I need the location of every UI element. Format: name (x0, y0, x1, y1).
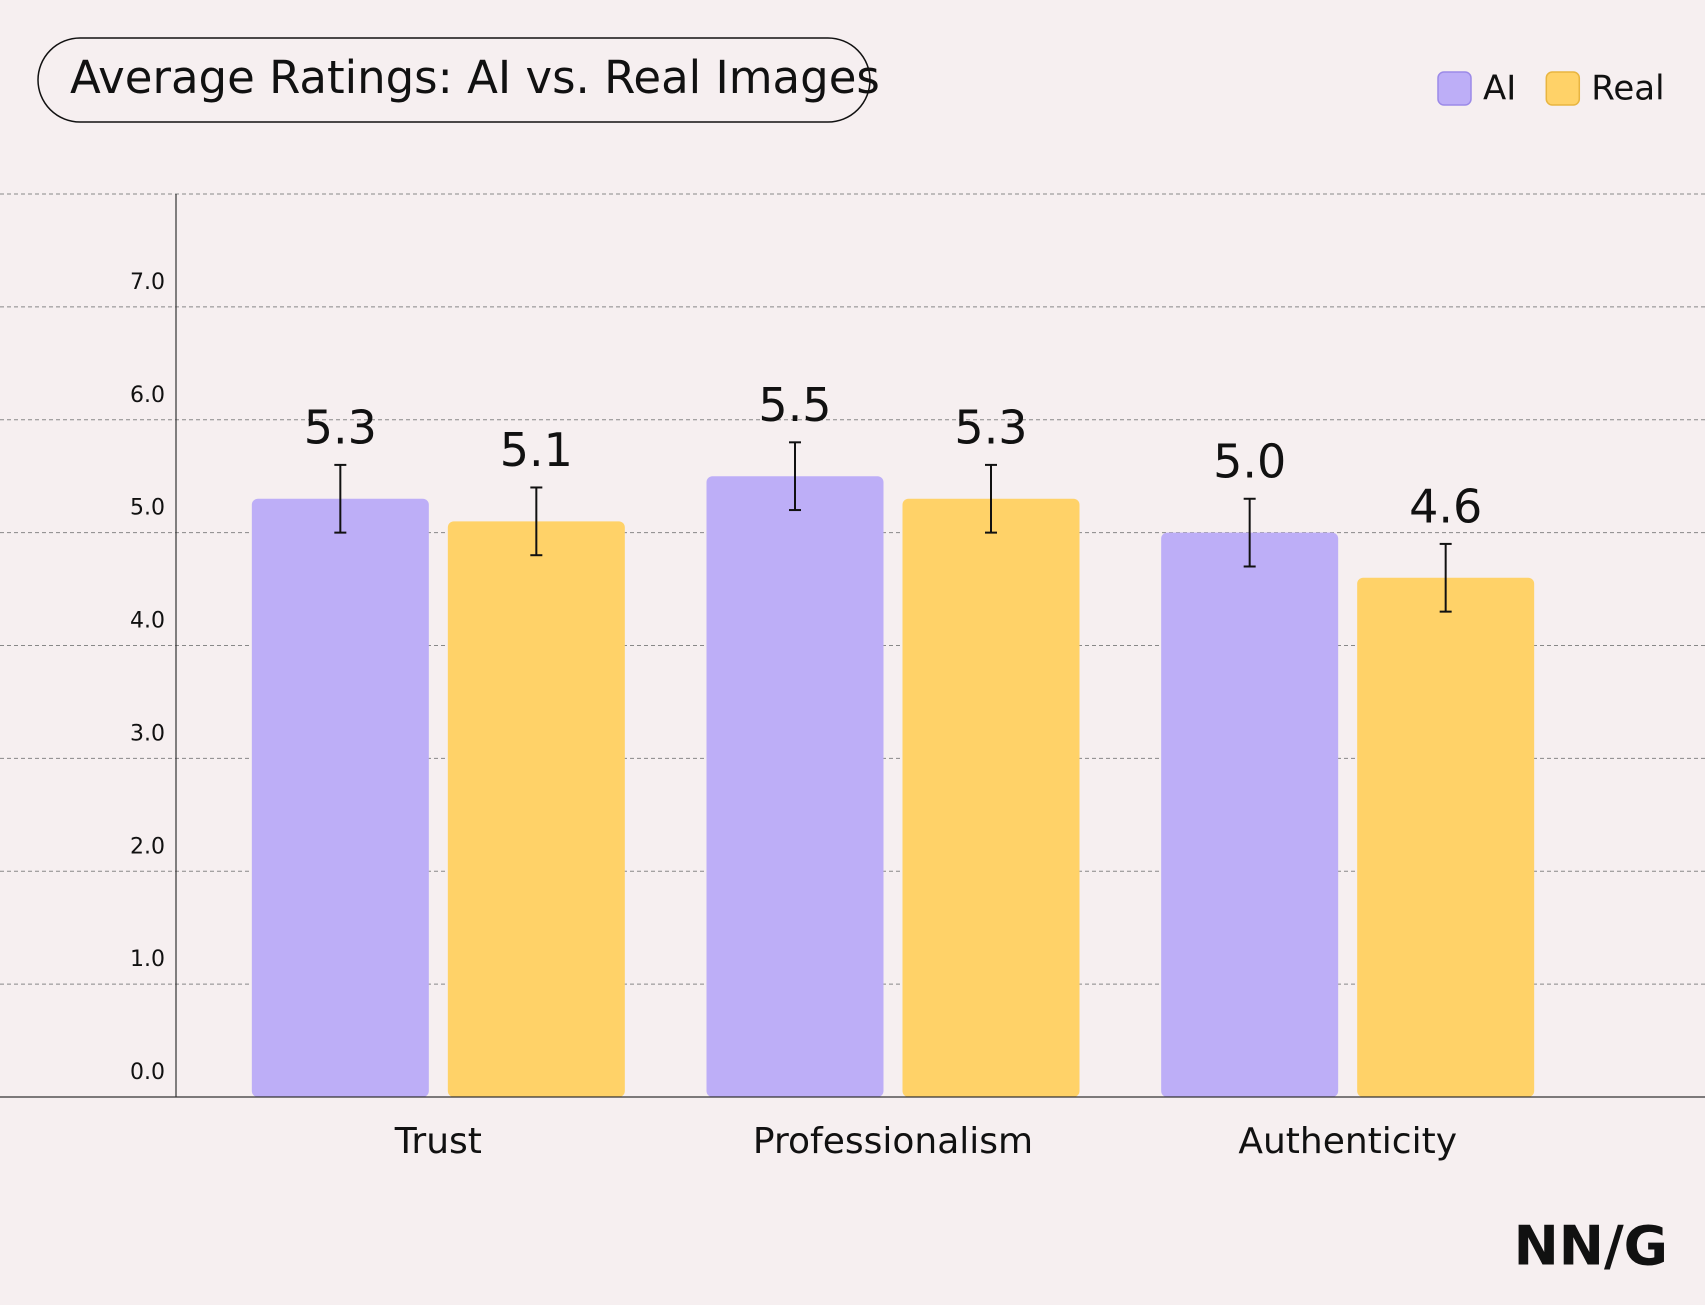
x-tick-label: Professionalism (753, 1121, 1033, 1162)
value-label: 5.3 (954, 400, 1027, 454)
x-tick-label: Authenticity (1238, 1121, 1457, 1162)
bar (447, 521, 625, 1097)
legend-label: AI (1483, 69, 1516, 109)
y-tick-label: 1.0 (130, 947, 165, 972)
value-label: 5.1 (500, 423, 573, 477)
chart-title: Average Ratings: AI vs. Real Images (70, 51, 880, 104)
legend-swatch (1437, 71, 1472, 106)
bar (706, 476, 884, 1097)
bar (251, 498, 429, 1097)
value-label: 5.5 (758, 378, 831, 432)
value-label: 5.3 (304, 400, 377, 454)
legend-swatch (1545, 71, 1581, 106)
y-tick-label: 7.0 (130, 270, 165, 295)
value-label: 5.0 (1213, 434, 1286, 488)
y-tick-label: 0.0 (130, 1060, 165, 1085)
y-tick-label: 4.0 (130, 609, 165, 634)
legend-label: Real (1591, 69, 1664, 109)
y-tick-label: 5.0 (130, 496, 165, 521)
x-tick-label: Trust (394, 1121, 482, 1162)
bar (1357, 577, 1535, 1097)
bar (1161, 532, 1339, 1097)
logo: NN/G (1514, 1215, 1668, 1278)
y-tick-label: 2.0 (130, 834, 165, 859)
title-pill (37, 37, 871, 123)
value-label: 4.6 (1409, 479, 1482, 533)
y-tick-label: 3.0 (130, 721, 165, 746)
bar (902, 498, 1080, 1097)
y-tick-label: 6.0 (130, 383, 165, 408)
